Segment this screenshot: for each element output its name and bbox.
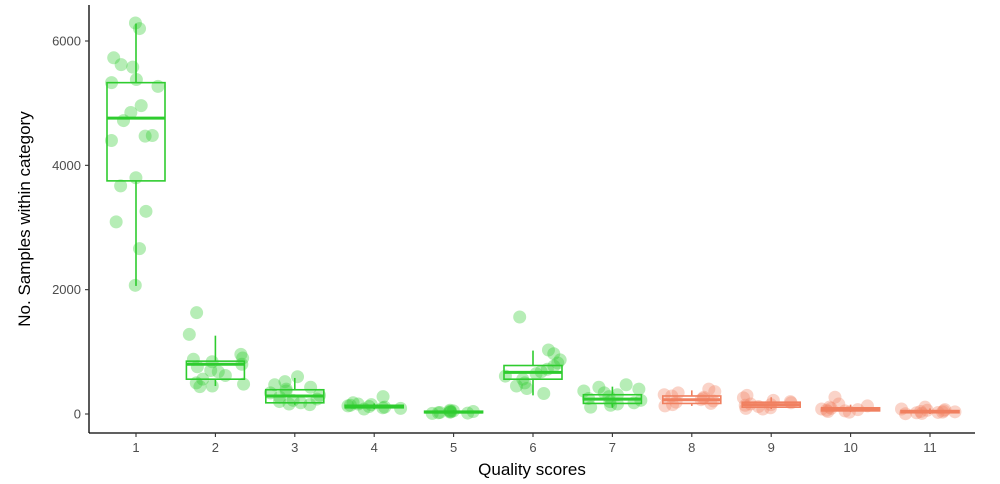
iqr-box xyxy=(185,360,246,380)
data-point xyxy=(139,204,153,218)
y-tick-label: 0 xyxy=(74,407,81,422)
data-point xyxy=(145,128,159,142)
data-point xyxy=(193,380,207,394)
data-point xyxy=(279,384,293,398)
data-point xyxy=(190,360,204,374)
tick-marks-and-labels: 0 2000 4000 6000 1 2 3 4 5 6 7 8 9 10 11 xyxy=(52,34,937,456)
box-group-5 xyxy=(423,403,484,420)
data-point xyxy=(509,379,523,393)
data-point xyxy=(116,114,130,128)
data-point xyxy=(708,385,722,399)
x-tick-label: 5 xyxy=(450,440,457,455)
data-point xyxy=(736,391,750,405)
data-point xyxy=(104,133,118,147)
box-group-9 xyxy=(736,388,802,416)
data-point xyxy=(666,398,680,412)
data-point xyxy=(109,215,123,229)
y-axis-title: No. Samples within category xyxy=(15,111,34,327)
data-point xyxy=(632,382,646,396)
x-tick-label: 9 xyxy=(768,440,775,455)
data-point xyxy=(828,390,842,404)
x-tick-label: 8 xyxy=(688,440,695,455)
data-point xyxy=(357,402,371,416)
data-point xyxy=(211,365,225,379)
data-point xyxy=(138,129,152,143)
y-tick-label: 4000 xyxy=(52,158,81,173)
data-point xyxy=(547,347,561,361)
iqr-box xyxy=(106,81,166,182)
x-tick-label: 2 xyxy=(212,440,219,455)
box-group-4 xyxy=(341,390,408,416)
data-point xyxy=(114,179,128,193)
data-point xyxy=(520,382,534,396)
data-point xyxy=(126,60,140,74)
data-point xyxy=(205,379,219,393)
box-group-1 xyxy=(104,16,166,292)
box-group-6 xyxy=(498,310,567,400)
data-point xyxy=(898,407,912,421)
data-point xyxy=(114,58,128,72)
x-tick-label: 11 xyxy=(923,440,937,455)
data-point xyxy=(597,386,611,400)
data-point xyxy=(702,382,716,396)
data-point xyxy=(658,399,672,413)
plot-area xyxy=(104,16,962,421)
data-point xyxy=(584,400,598,414)
data-point xyxy=(151,79,165,93)
data-point xyxy=(740,388,754,402)
data-point xyxy=(376,390,390,404)
y-tick-label: 2000 xyxy=(52,282,81,297)
box-group-10 xyxy=(815,390,881,419)
box-group-7 xyxy=(577,378,648,414)
data-point xyxy=(291,370,305,384)
box-group-2 xyxy=(182,306,251,394)
box-group-3 xyxy=(263,370,327,412)
data-point xyxy=(124,105,138,119)
data-point xyxy=(592,380,606,394)
data-point xyxy=(553,353,567,367)
data-point xyxy=(513,310,527,324)
data-point xyxy=(204,363,218,377)
x-tick-label: 6 xyxy=(529,440,536,455)
data-point xyxy=(657,388,671,402)
data-point xyxy=(282,397,296,411)
data-point xyxy=(128,16,142,30)
data-point xyxy=(133,242,147,256)
data-point xyxy=(541,343,555,357)
data-point xyxy=(218,368,232,382)
data-point xyxy=(272,395,286,409)
data-point xyxy=(107,51,121,65)
data-point xyxy=(134,99,148,113)
data-point xyxy=(237,377,251,391)
data-point xyxy=(619,378,633,392)
y-tick-label: 6000 xyxy=(52,34,81,49)
box-group-8 xyxy=(657,382,722,413)
data-point xyxy=(234,347,248,361)
box-group-11 xyxy=(894,400,962,421)
data-point xyxy=(268,378,282,392)
axes xyxy=(88,5,975,434)
x-tick-label: 10 xyxy=(843,440,857,455)
data-point xyxy=(278,375,292,389)
data-point xyxy=(182,327,196,341)
data-point xyxy=(537,386,551,400)
data-point xyxy=(190,306,204,320)
x-tick-label: 4 xyxy=(371,440,378,455)
x-axis-title: Quality scores xyxy=(478,460,586,479)
data-point xyxy=(604,398,618,412)
x-tick-label: 7 xyxy=(609,440,616,455)
x-tick-label: 3 xyxy=(291,440,298,455)
x-tick-label: 1 xyxy=(132,440,139,455)
data-point xyxy=(186,352,200,366)
data-point xyxy=(303,398,317,412)
data-point xyxy=(133,22,147,36)
